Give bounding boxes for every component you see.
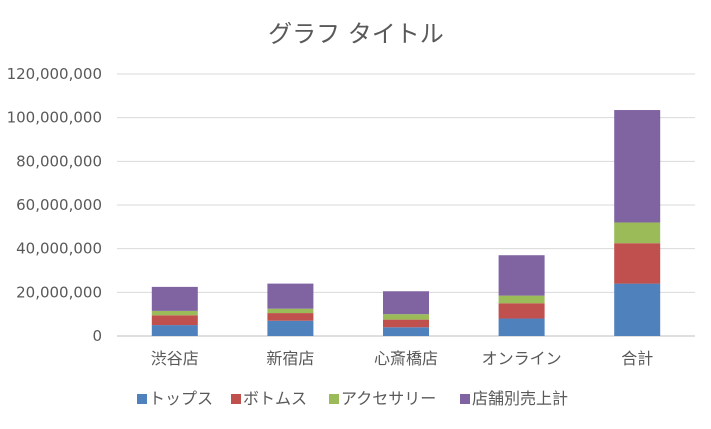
legend-label: ボトムス: [243, 389, 307, 408]
bar-segment: [614, 283, 661, 336]
y-tick-label: 60,000,000: [16, 196, 102, 214]
bar-segment: [151, 325, 198, 336]
bar-segment: [383, 314, 429, 320]
x-axis-categories: 渋谷店 新宿店 心斎橋店 オンライン 合計: [151, 349, 653, 368]
legend-swatch: [460, 394, 470, 404]
legend-swatch: [231, 394, 241, 404]
bar-segment: [151, 315, 198, 326]
legend-label: アクセサリー: [341, 389, 436, 408]
bar-segment: [267, 313, 314, 321]
x-category-label: 心斎橋店: [374, 349, 438, 368]
bar-segment: [614, 243, 661, 284]
legend-item: トップス: [137, 389, 213, 408]
bar-segment: [383, 327, 429, 336]
bar-segment: [267, 308, 314, 314]
y-tick-label: 20,000,000: [16, 283, 102, 301]
bar-segment: [614, 222, 661, 244]
y-tick-label: 0: [92, 327, 102, 345]
gridlines: [117, 73, 695, 337]
x-category-label: 合計: [621, 349, 653, 368]
y-tick-label: 120,000,000: [7, 65, 102, 83]
y-tick-label: 40,000,000: [16, 240, 102, 258]
bar-segment: [267, 283, 314, 309]
x-category-label: 新宿店: [266, 349, 314, 368]
legend-swatch: [137, 394, 147, 404]
y-tick-label: 100,000,000: [7, 109, 102, 127]
legend-swatch: [329, 394, 339, 404]
bar-segment: [151, 310, 198, 316]
legend-item: 店舗別売上計: [460, 389, 568, 408]
bar-segment: [614, 110, 661, 223]
bar-segment: [498, 303, 545, 319]
bar-segment: [498, 295, 545, 304]
bar-segment: [151, 286, 198, 311]
x-category-label: オンライン: [482, 349, 562, 368]
legend-label: 店舗別売上計: [472, 389, 568, 408]
y-axis-ticks: 0 20,000,000 40,000,000 60,000,000 80,000,00…: [7, 65, 102, 345]
x-category-label: 渋谷店: [151, 349, 199, 368]
bar-segment: [498, 318, 545, 336]
bar-segment: [383, 291, 429, 315]
legend-item: アクセサリー: [329, 389, 436, 408]
bars: [151, 110, 661, 336]
chart-title: グラフ タイトル: [268, 20, 444, 48]
bar-segment: [498, 255, 545, 296]
bar-segment: [383, 319, 429, 328]
legend-item: ボトムス: [231, 389, 307, 408]
y-tick-label: 80,000,000: [16, 152, 102, 170]
legend: トップス ボトムス アクセサリー 店舗別売上計: [137, 389, 568, 408]
legend-label: トップス: [149, 389, 213, 408]
bar-segment: [267, 320, 314, 336]
